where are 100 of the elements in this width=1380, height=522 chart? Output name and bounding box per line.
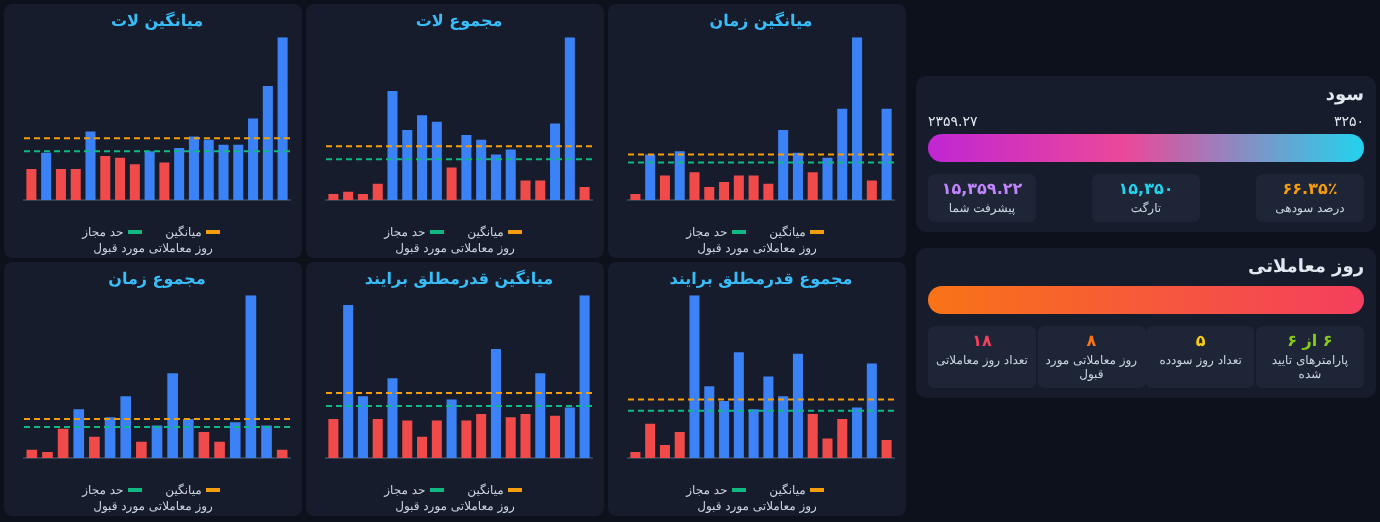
bar bbox=[520, 414, 531, 458]
bar bbox=[57, 428, 69, 458]
bar bbox=[881, 108, 892, 200]
bar bbox=[151, 425, 163, 458]
bar bbox=[26, 449, 38, 458]
chart-title: مجموع زمان bbox=[108, 269, 206, 288]
bar bbox=[144, 151, 155, 200]
bar bbox=[218, 144, 229, 200]
bar bbox=[461, 420, 472, 458]
bar bbox=[704, 386, 715, 458]
bar bbox=[837, 418, 848, 458]
bar bbox=[733, 175, 744, 200]
bar bbox=[689, 295, 700, 458]
bar bbox=[229, 422, 241, 458]
bar bbox=[659, 175, 670, 200]
bar bbox=[564, 407, 575, 458]
bar bbox=[343, 191, 354, 200]
bar bbox=[659, 444, 670, 458]
text: سود bbox=[1323, 86, 1364, 106]
bar bbox=[704, 186, 715, 200]
bar bbox=[115, 157, 126, 200]
bar bbox=[505, 417, 516, 458]
bar bbox=[417, 115, 428, 200]
bar bbox=[535, 180, 546, 200]
bar bbox=[73, 409, 85, 458]
bar bbox=[674, 431, 685, 458]
bar bbox=[431, 121, 442, 200]
bar bbox=[167, 373, 178, 458]
text: ۱۵,۳۵۹.۲۲ bbox=[939, 180, 1025, 198]
chart-title: مجموع قدرمطلق برایند bbox=[669, 269, 853, 288]
bar bbox=[719, 182, 730, 200]
bar bbox=[198, 431, 210, 458]
bar bbox=[328, 418, 339, 458]
bar bbox=[26, 169, 37, 200]
bar bbox=[852, 37, 863, 200]
bar bbox=[550, 123, 561, 200]
bar bbox=[778, 130, 789, 200]
bar bbox=[159, 162, 170, 200]
bar bbox=[387, 378, 398, 458]
bar bbox=[120, 396, 132, 458]
bar bbox=[792, 152, 803, 200]
bar bbox=[792, 353, 803, 458]
bar bbox=[129, 164, 140, 200]
bar bbox=[203, 139, 214, 200]
text: ۶۶.۳۵٪ bbox=[1280, 180, 1340, 198]
text: ۶ از ۶ bbox=[1285, 332, 1335, 350]
bar bbox=[248, 118, 259, 200]
bar bbox=[417, 436, 428, 458]
bar bbox=[837, 108, 848, 200]
bar bbox=[70, 169, 81, 200]
bar bbox=[42, 452, 53, 458]
bar bbox=[674, 151, 685, 200]
bar bbox=[748, 175, 759, 200]
text: ۸ bbox=[1084, 332, 1099, 350]
bar bbox=[402, 420, 413, 458]
text: ۱۵,۳۵۰ bbox=[1116, 180, 1176, 198]
bar bbox=[689, 172, 700, 200]
bar bbox=[41, 152, 52, 200]
bar bbox=[866, 363, 877, 458]
bar bbox=[579, 295, 590, 458]
bar bbox=[852, 407, 863, 458]
bar bbox=[630, 452, 641, 458]
bar bbox=[357, 194, 368, 200]
bar bbox=[372, 183, 383, 200]
bar bbox=[763, 183, 774, 200]
bar bbox=[733, 352, 744, 458]
bar bbox=[261, 425, 272, 458]
bar bbox=[446, 399, 457, 458]
bar bbox=[579, 186, 590, 200]
text: روز معاملاتی bbox=[1245, 258, 1364, 278]
text: ۱۸ bbox=[970, 332, 994, 350]
bar bbox=[881, 440, 892, 458]
bar bbox=[807, 172, 818, 200]
bar bbox=[461, 134, 472, 200]
chart-title: مجموع لات bbox=[415, 11, 503, 30]
bar bbox=[188, 136, 199, 200]
bar bbox=[822, 438, 833, 458]
bar bbox=[174, 147, 185, 200]
bar bbox=[490, 154, 501, 200]
bar bbox=[564, 37, 575, 200]
bar bbox=[343, 304, 354, 458]
bar bbox=[630, 194, 641, 200]
bar bbox=[276, 449, 288, 458]
bar bbox=[763, 376, 774, 458]
bar bbox=[748, 409, 759, 458]
chart-title: میانگین قدرمطلق برایند bbox=[364, 267, 554, 288]
bar bbox=[645, 154, 656, 200]
chart-title: میانگین زمان bbox=[709, 9, 813, 30]
bar bbox=[431, 420, 442, 458]
bar bbox=[357, 396, 368, 458]
bar bbox=[100, 156, 111, 200]
bar bbox=[505, 149, 516, 200]
bar bbox=[719, 401, 730, 458]
bar bbox=[778, 396, 789, 458]
bar bbox=[535, 373, 546, 458]
chart-title: میانگین لات bbox=[110, 9, 204, 30]
bar bbox=[245, 295, 257, 458]
bar bbox=[233, 144, 244, 200]
bar bbox=[402, 130, 413, 200]
bar bbox=[136, 441, 147, 458]
